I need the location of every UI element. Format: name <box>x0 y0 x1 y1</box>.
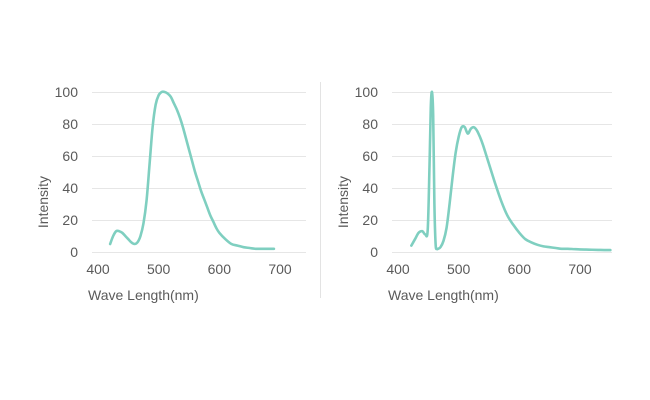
y-tick-label: 100 <box>355 84 379 100</box>
y-tick-label: 20 <box>62 212 78 228</box>
y-tick-label: 100 <box>55 84 79 100</box>
y-tick-label: 60 <box>62 148 78 164</box>
y-tick-label: 80 <box>362 116 378 132</box>
x-tick-label: 600 <box>208 261 232 277</box>
spectrum-line-0 <box>108 90 276 251</box>
x-tick-label: 400 <box>386 261 410 277</box>
spectrum-chart-left: 0 20 40 60 80 100 400 500 600 700 Intensity Wave Le… <box>35 84 306 303</box>
x-tick-label: 500 <box>147 261 171 277</box>
x-tick-label: 400 <box>86 261 110 277</box>
y-tick-label: 40 <box>62 180 78 196</box>
x-axis-label: Wave Length(nm) <box>388 287 499 303</box>
x-tick-label: 500 <box>447 261 471 277</box>
y-axis-label: Intensity <box>35 176 51 228</box>
y-tick-label: 60 <box>362 148 378 164</box>
y-tick-label: 0 <box>370 244 378 260</box>
y-tick-label: 0 <box>70 244 78 260</box>
y-tick-label: 80 <box>62 116 78 132</box>
y-tick-label: 40 <box>362 180 378 196</box>
y-axis-label: Intensity <box>335 176 351 228</box>
y-tick-label: 20 <box>362 212 378 228</box>
x-axis-label: Wave Length(nm) <box>88 287 199 303</box>
spectrum-line-0 <box>410 90 612 252</box>
x-tick-label: 600 <box>508 261 532 277</box>
spectrum-chart-right: 0 20 40 60 80 100 400 500 600 700 Intensity Wave Le… <box>335 84 612 303</box>
x-tick-label: 700 <box>568 261 592 277</box>
x-tick-label: 700 <box>268 261 292 277</box>
